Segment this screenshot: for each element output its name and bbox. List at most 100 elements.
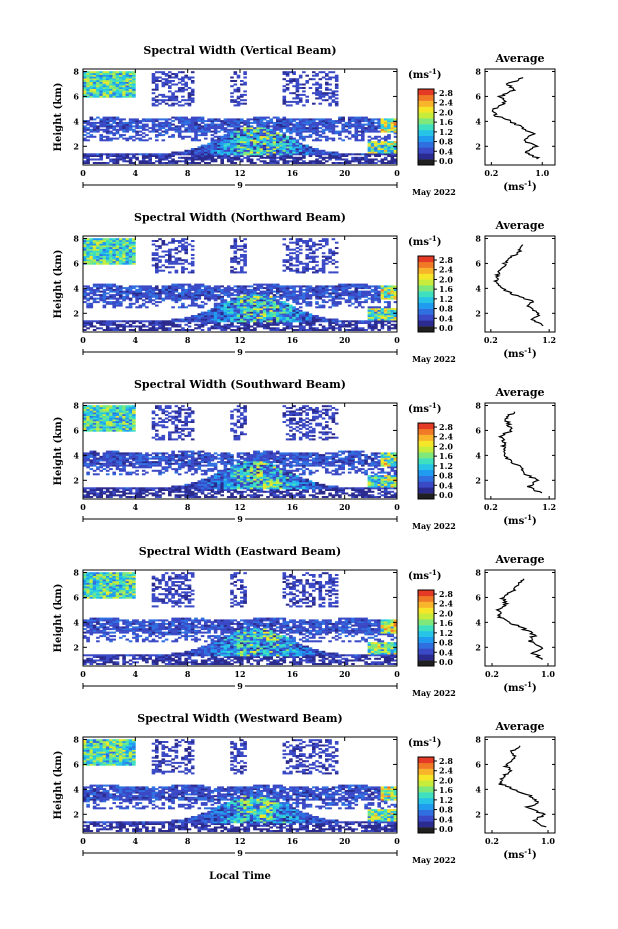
heatmap-cell (132, 71, 136, 74)
heatmap-cell (226, 151, 231, 154)
heatmap-cell (86, 424, 90, 427)
heatmap-cell (289, 264, 293, 267)
heatmap-cell (109, 247, 113, 249)
heatmap-cell (89, 135, 94, 138)
heatmap-cell (213, 123, 218, 126)
heatmap-cell (125, 130, 130, 133)
heatmap-cell (109, 288, 113, 291)
heatmap-cell (321, 288, 326, 291)
heatmap-cell (161, 287, 166, 290)
heatmap-cell (141, 153, 146, 156)
heatmap-cell (119, 487, 123, 490)
heatmap-cell (223, 299, 228, 302)
heatmap-cell (132, 255, 136, 258)
heatmap-cell (155, 99, 159, 102)
heatmap-cell (204, 290, 208, 293)
heatmap-cell (99, 455, 103, 458)
heatmap-cell (302, 240, 306, 242)
heatmap-cell (276, 141, 280, 144)
heatmap-cell (334, 153, 339, 156)
heatmap-cell (312, 323, 316, 326)
heatmap-cell (194, 287, 198, 290)
heatmap-cell (243, 257, 247, 260)
heatmap-cell (321, 76, 326, 79)
heatmap-cell (367, 158, 372, 161)
heatmap-cell (190, 287, 195, 290)
heatmap-cell (262, 313, 267, 316)
heatmap-cell (190, 254, 195, 256)
heatmap-cell (276, 120, 280, 123)
heatmap-cell (243, 292, 247, 295)
heatmap-cell (226, 292, 231, 295)
heatmap-cell (328, 92, 332, 95)
heatmap-cell (112, 262, 116, 265)
colorbar-segment (418, 302, 434, 309)
heatmap-cell (279, 297, 283, 300)
heatmap-cell (89, 461, 94, 464)
heatmap-cell (99, 250, 103, 253)
heatmap-cell (92, 80, 97, 82)
heatmap-cell (390, 162, 395, 164)
heatmap-cell (158, 132, 162, 135)
heatmap-cell (102, 116, 107, 119)
heatmap-cell (305, 266, 309, 269)
heatmap-cell (305, 322, 309, 324)
heatmap-cell (194, 162, 198, 164)
heatmap-cell (151, 121, 156, 124)
heatmap-cell (213, 313, 218, 316)
heatmap-cell (109, 283, 113, 286)
heatmap-cell (256, 318, 260, 321)
heatmap-cell (184, 238, 188, 241)
heatmap-cell (109, 252, 113, 255)
heatmap-cell (298, 329, 303, 331)
heatmap-cell (276, 329, 280, 331)
heatmap-cell (171, 306, 175, 309)
heatmap-cell (249, 309, 254, 312)
heatmap-cell (253, 301, 257, 304)
heatmap-cell (155, 301, 159, 304)
heatmap-cell (194, 128, 198, 131)
heatmap-cell (344, 325, 349, 328)
heatmap-cell (210, 320, 215, 323)
heatmap-cell (331, 301, 336, 304)
heatmap-cell (276, 327, 280, 330)
heatmap-cell (190, 316, 195, 319)
heatmap-cell (377, 306, 381, 309)
heatmap-cell (341, 155, 345, 157)
heatmap-cell (295, 325, 300, 328)
heatmap-cell (285, 290, 290, 293)
heatmap-cell (292, 158, 296, 161)
heatmap-cell (377, 148, 381, 150)
heatmap-cell (246, 149, 251, 152)
heatmap-cell (125, 322, 130, 324)
heatmap-cell (128, 297, 133, 300)
heatmap-cell (334, 323, 339, 326)
heatmap-cell (240, 135, 244, 138)
heatmap-cell (364, 329, 368, 331)
heatmap-cell (128, 121, 133, 124)
heatmap-cell (321, 135, 326, 138)
heatmap-cell (256, 151, 260, 154)
heatmap-cell (171, 116, 175, 119)
heatmap-cell (115, 95, 120, 98)
heatmap-cell (383, 137, 388, 140)
heatmap-cell (164, 294, 169, 297)
heatmap-cell (262, 141, 267, 144)
heatmap-cell (161, 290, 166, 293)
heatmap-cell (354, 295, 359, 298)
heatmap-cell (197, 158, 202, 161)
heatmap-cell (223, 118, 228, 121)
heatmap-cell (161, 118, 166, 121)
heatmap-cell (233, 137, 238, 140)
heatmap-cell (109, 88, 113, 91)
heatmap-cell (341, 118, 345, 121)
heatmap-cell (125, 88, 130, 91)
heatmap-cell (141, 160, 146, 163)
heatmap-cell (190, 139, 195, 142)
heatmap-cell (298, 288, 303, 291)
heatmap-cell (233, 158, 238, 161)
heatmap-cell (89, 459, 94, 462)
heatmap-cell (220, 316, 224, 319)
heatmap-cell (282, 323, 287, 326)
heatmap-cell (374, 322, 378, 324)
